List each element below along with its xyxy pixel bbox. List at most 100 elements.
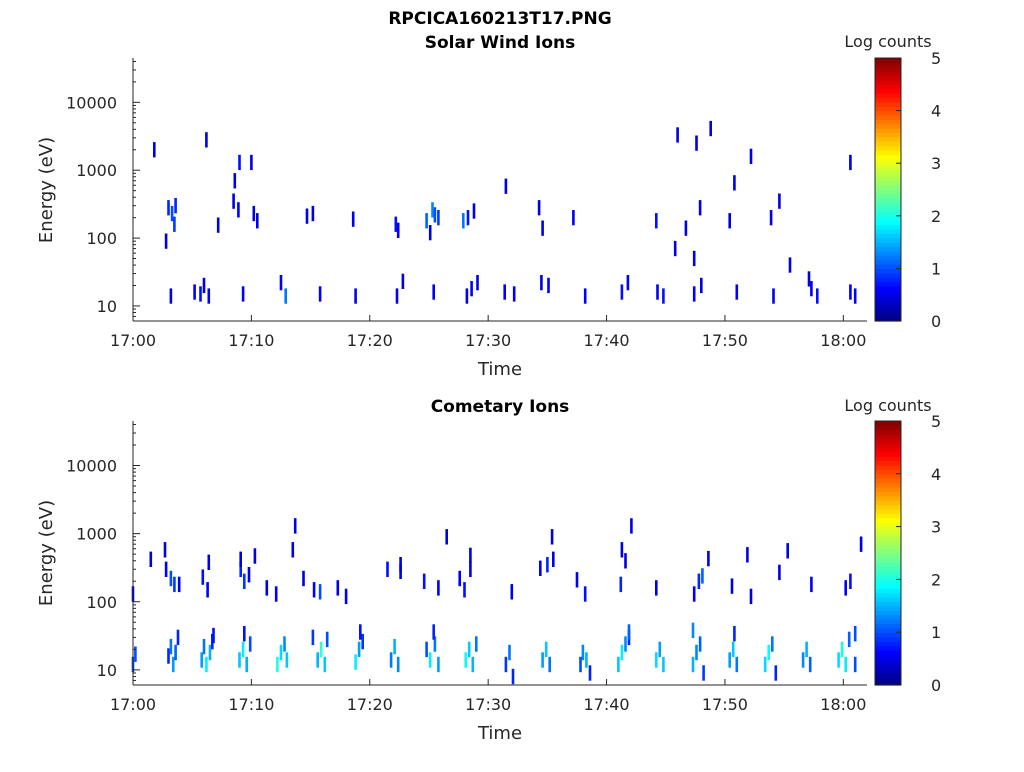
heatmap-cells-cometary xyxy=(131,518,863,685)
colorbar-tick-label: 3 xyxy=(931,518,941,537)
heatmap-cell xyxy=(238,154,241,171)
heatmap-cell xyxy=(801,652,805,668)
heatmap-cell xyxy=(359,624,362,640)
colorbar-segment xyxy=(875,215,901,221)
colorbar-segment xyxy=(875,136,901,142)
heatmap-cell xyxy=(620,644,624,661)
heatmap-cell xyxy=(212,627,215,644)
colorbar-segment xyxy=(875,509,901,514)
heatmap-cell xyxy=(700,277,703,294)
heatmap-cell xyxy=(844,580,847,596)
colorbar-tick-label: 1 xyxy=(931,259,941,278)
colorbar-segment xyxy=(875,597,901,602)
heatmap-cell xyxy=(769,210,773,226)
heatmap-cell xyxy=(149,551,153,567)
heatmap-cell xyxy=(170,205,174,222)
heatmap-cell xyxy=(662,656,665,673)
heatmap-cell xyxy=(238,652,241,668)
heatmap-cell xyxy=(200,652,203,668)
heatmap-cell xyxy=(354,288,357,304)
heatmap-cell xyxy=(619,576,623,593)
heatmap-cell xyxy=(433,207,437,223)
heatmap-cell xyxy=(581,644,585,661)
x-tick-label: 18:00 xyxy=(820,695,866,714)
colorbar-segment xyxy=(875,473,901,479)
colorbar-segment xyxy=(875,193,901,199)
y-tick-label: 100 xyxy=(86,229,117,248)
colorbar-segment xyxy=(875,299,901,305)
colorbar-segment xyxy=(875,614,901,620)
colorbar-segment xyxy=(875,84,901,90)
colorbar-segment xyxy=(875,224,901,230)
heatmap-cell xyxy=(164,561,168,577)
colorbar-segment xyxy=(875,307,901,313)
heatmap-cell xyxy=(276,656,279,673)
heatmap-cell xyxy=(393,638,396,655)
heatmap-cell xyxy=(169,570,173,587)
colorbar-segment xyxy=(875,255,901,261)
heatmap-cell xyxy=(807,271,811,287)
heatmap-cell xyxy=(630,518,633,534)
y-tick-label: 10000 xyxy=(66,93,117,112)
heatmap-cell xyxy=(437,580,440,596)
heatmap-cell xyxy=(174,644,177,661)
y-tick-label: 100 xyxy=(86,593,117,612)
heatmap-cell xyxy=(695,135,698,151)
y-tick-label: 10 xyxy=(97,661,117,680)
heatmap-cell xyxy=(323,656,327,673)
heatmap-cell xyxy=(588,665,592,681)
heatmap-cell xyxy=(248,636,252,652)
heatmap-cell xyxy=(662,288,665,304)
heatmap-cell xyxy=(808,656,812,673)
heatmap-cell xyxy=(401,273,405,289)
colorbar-tick-label: 5 xyxy=(931,412,941,431)
heatmap-cell xyxy=(695,644,698,661)
colorbar-segment xyxy=(875,469,901,475)
heatmap-cell xyxy=(173,216,176,232)
panel-cometary: Cometary Ions 17:00 17:10 17:20 17:30 17:40 1… xyxy=(36,396,941,744)
heatmap-cell xyxy=(466,210,470,226)
heatmap-cell xyxy=(469,547,472,564)
colorbar-segment xyxy=(875,272,901,278)
colorbar-segment xyxy=(875,180,901,186)
heatmap-cell xyxy=(208,644,212,661)
heatmap-cell xyxy=(541,652,544,668)
heatmap-cell xyxy=(463,582,466,598)
heatmap-cell xyxy=(730,578,734,594)
heatmap-cell xyxy=(471,656,475,673)
x-axis-label-solar-wind: Time xyxy=(477,359,522,380)
heatmap-cell xyxy=(467,641,471,658)
heatmap-cell xyxy=(749,148,753,164)
heatmap-cell xyxy=(351,211,355,227)
heatmap-cell xyxy=(511,668,515,685)
heatmap-cell xyxy=(702,665,705,681)
colorbar-segment xyxy=(875,119,901,125)
heatmap-cell xyxy=(202,277,206,294)
x-axis-label-cometary: Time xyxy=(477,723,522,744)
colorbar-segment xyxy=(875,583,901,589)
heatmap-cell xyxy=(432,284,435,300)
y-tick-label: 1000 xyxy=(76,525,117,544)
colorbar-segment xyxy=(875,649,901,655)
colorbar-segment xyxy=(875,632,901,638)
heatmap-cell xyxy=(728,652,731,668)
colorbar-segment xyxy=(875,154,901,160)
colorbar-segment xyxy=(875,268,901,274)
heatmap-cell xyxy=(763,656,767,673)
colorbar-segment xyxy=(875,504,901,510)
colorbar-segment xyxy=(875,167,901,173)
heatmap-cell xyxy=(464,652,467,668)
heatmap-cell xyxy=(247,567,251,583)
colorbar-segment xyxy=(875,211,901,217)
heatmap-cell xyxy=(771,636,774,652)
heatmap-cell xyxy=(202,638,206,655)
heatmap-cell xyxy=(847,631,851,648)
heatmap-cell xyxy=(239,561,242,577)
colorbar-segment xyxy=(875,123,901,129)
colorbar-segment xyxy=(875,623,901,629)
heatmap-cell xyxy=(472,203,476,219)
heatmap-cell xyxy=(692,250,696,267)
colorbar-segment xyxy=(875,531,901,536)
colorbar-segment xyxy=(875,246,901,252)
